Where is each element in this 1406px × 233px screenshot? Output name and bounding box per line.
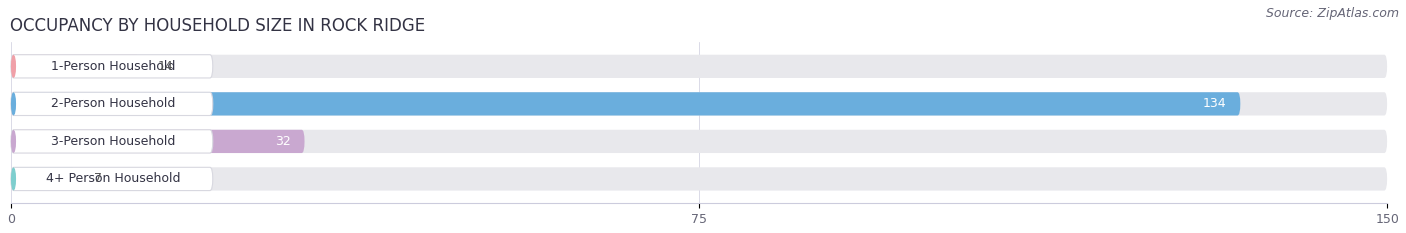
FancyBboxPatch shape [11,167,75,191]
Text: 3-Person Household: 3-Person Household [51,135,176,148]
Text: Source: ZipAtlas.com: Source: ZipAtlas.com [1265,7,1399,20]
FancyBboxPatch shape [11,130,305,153]
Text: 1-Person Household: 1-Person Household [51,60,176,73]
FancyBboxPatch shape [11,92,1388,116]
Text: 2-Person Household: 2-Person Household [51,97,176,110]
FancyBboxPatch shape [11,55,1388,78]
FancyBboxPatch shape [11,130,212,153]
FancyBboxPatch shape [11,167,15,191]
FancyBboxPatch shape [11,55,15,78]
Text: 134: 134 [1204,97,1226,110]
FancyBboxPatch shape [11,55,212,78]
Text: 4+ Person Household: 4+ Person Household [46,172,180,185]
FancyBboxPatch shape [11,55,139,78]
FancyBboxPatch shape [11,130,1388,153]
FancyBboxPatch shape [11,92,212,116]
Text: 14: 14 [157,60,173,73]
FancyBboxPatch shape [11,130,15,153]
FancyBboxPatch shape [11,92,15,116]
Text: 32: 32 [276,135,291,148]
Text: 7: 7 [94,172,101,185]
Text: OCCUPANCY BY HOUSEHOLD SIZE IN ROCK RIDGE: OCCUPANCY BY HOUSEHOLD SIZE IN ROCK RIDG… [10,17,425,35]
FancyBboxPatch shape [11,92,1240,116]
FancyBboxPatch shape [11,167,212,191]
FancyBboxPatch shape [11,167,1388,191]
